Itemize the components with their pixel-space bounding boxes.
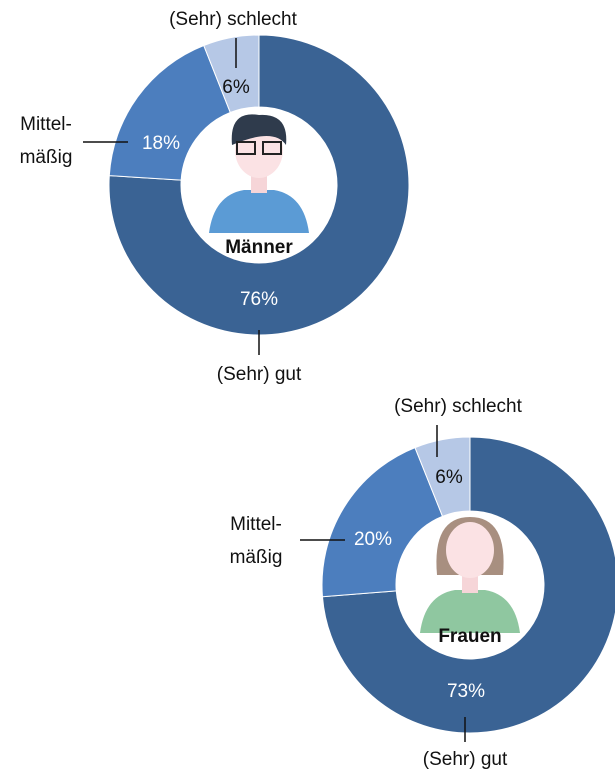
- category-label: (Sehr) schlecht: [394, 396, 522, 417]
- category-label: (Sehr) schlecht: [169, 9, 297, 30]
- chart-title: Frauen: [438, 626, 501, 647]
- category-label: Mittel-mäßig: [230, 514, 283, 568]
- value-label: 20%: [354, 529, 392, 550]
- icon-face: [446, 522, 494, 578]
- value-label: 18%: [142, 133, 180, 154]
- value-label: 6%: [435, 467, 463, 488]
- value-label: 6%: [222, 77, 250, 98]
- person-icon: Männer: [181, 107, 337, 263]
- person-icon: Frauen: [396, 511, 544, 659]
- value-label: 76%: [240, 289, 278, 310]
- category-label: Mittel-mäßig: [20, 114, 73, 168]
- category-label: (Sehr) gut: [423, 749, 508, 770]
- category-label: (Sehr) gut: [217, 364, 302, 385]
- chart-title: Männer: [225, 237, 293, 258]
- chart: Männer 76% (Sehr) gut 18% Mittel-mäßig 6% (Seh…: [0, 0, 615, 772]
- value-label: 73%: [447, 681, 485, 702]
